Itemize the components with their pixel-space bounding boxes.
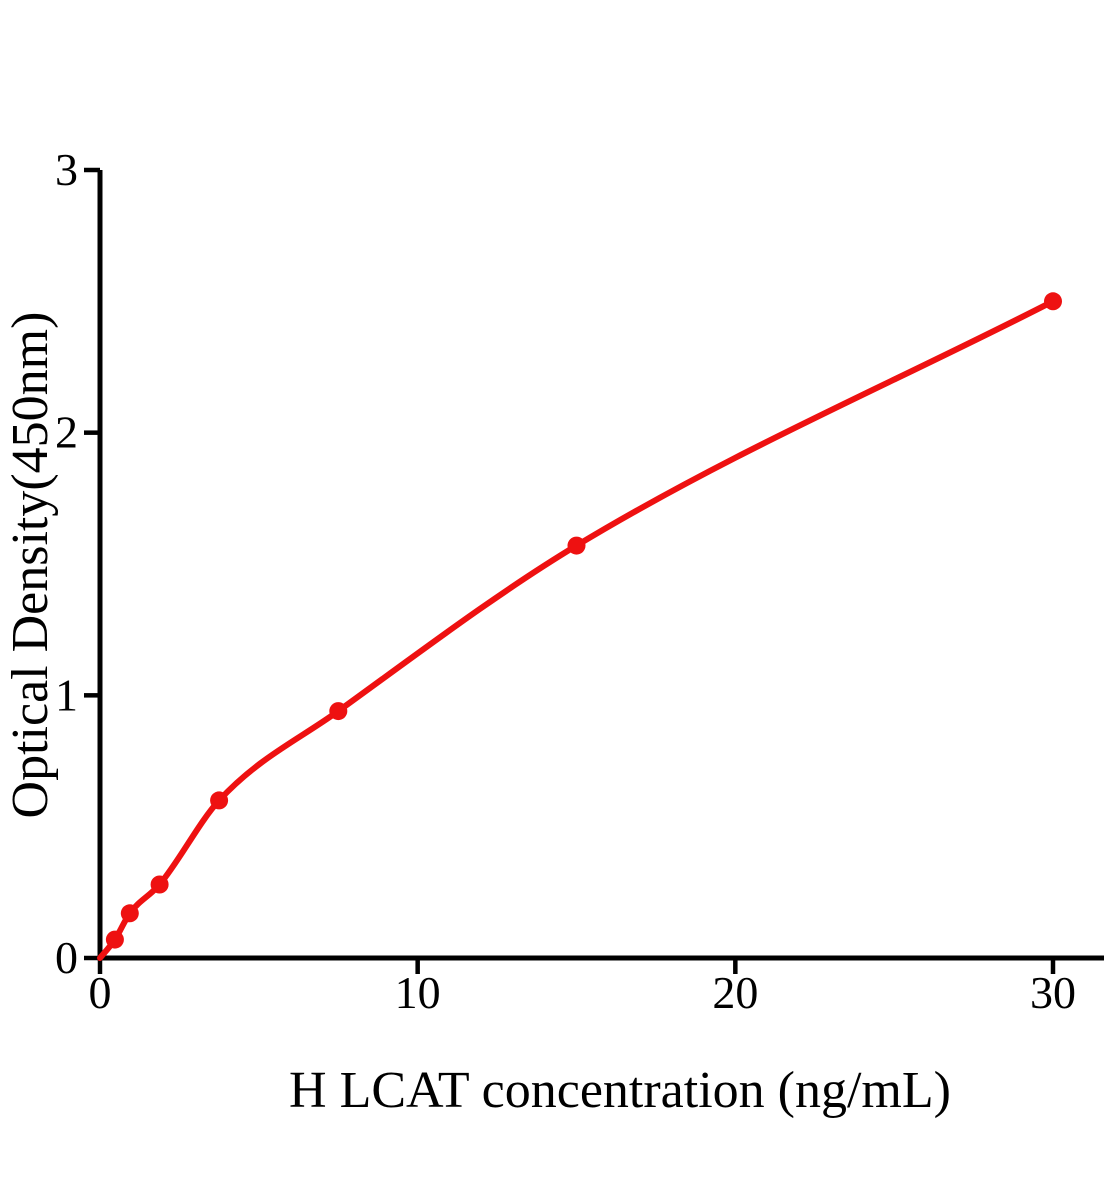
x-axis-label: H LCAT concentration (ng/mL): [289, 1062, 951, 1119]
x-tick-label-0: 0: [89, 967, 112, 1018]
x-tick-label-20: 20: [712, 967, 758, 1018]
axis-ticks: 0 10 20 30 0 1 2 3: [55, 144, 1076, 1018]
x-tick-label-10: 10: [395, 967, 441, 1018]
y-tick-label-2: 2: [55, 407, 78, 458]
data-point-1.875: [150, 875, 169, 894]
data-point-7.5: [329, 702, 348, 721]
y-axis-label: Optical Density(450nm): [2, 312, 59, 819]
y-tick-label-3: 3: [55, 144, 78, 195]
x-tick-label-30: 30: [1030, 967, 1076, 1018]
standard-curve-line: [97, 298, 1056, 961]
data-points: [105, 292, 1062, 949]
data-point-15: [567, 536, 586, 555]
y-tick-label-0: 0: [55, 932, 78, 983]
data-point-0.938: [120, 904, 139, 923]
data-point-3.75: [210, 791, 229, 810]
y-tick-label-1: 1: [55, 669, 78, 720]
fit-curve: [97, 298, 1056, 961]
axes: [97, 170, 1104, 961]
data-point-30: [1044, 292, 1062, 311]
data-point-0.469: [105, 930, 124, 949]
